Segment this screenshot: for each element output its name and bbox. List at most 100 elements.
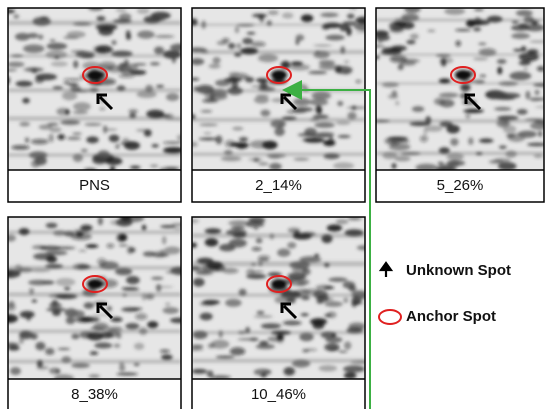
spot xyxy=(535,106,548,108)
spot xyxy=(143,251,156,256)
spot xyxy=(423,127,427,136)
anchor-spot xyxy=(455,70,471,80)
spot xyxy=(82,61,101,69)
spot xyxy=(269,163,282,170)
spot xyxy=(58,134,65,140)
spot xyxy=(212,57,220,64)
spot xyxy=(252,247,262,251)
spot xyxy=(98,217,103,226)
spot xyxy=(259,341,268,346)
gel-panel: PNS xyxy=(1,5,188,202)
spot xyxy=(335,66,353,74)
spot xyxy=(389,143,411,150)
spot xyxy=(37,366,49,370)
spot xyxy=(313,45,332,47)
spot xyxy=(137,8,150,14)
spot xyxy=(39,246,61,251)
spot xyxy=(497,67,502,75)
spot xyxy=(229,77,239,82)
spot xyxy=(136,129,152,132)
spot xyxy=(344,372,356,379)
anchor-spot xyxy=(87,70,103,80)
spot xyxy=(517,109,528,115)
spot xyxy=(151,12,171,20)
panel-label: 5_26% xyxy=(437,177,484,194)
spot xyxy=(46,256,57,263)
spot xyxy=(288,228,300,234)
spot xyxy=(151,277,163,280)
spot xyxy=(46,251,68,256)
spot xyxy=(142,225,147,231)
spot xyxy=(31,139,49,145)
spot xyxy=(196,271,211,273)
spot xyxy=(242,38,253,45)
spot xyxy=(25,137,29,143)
spot xyxy=(0,269,21,278)
spot xyxy=(356,80,362,83)
spot xyxy=(10,367,21,375)
spot xyxy=(254,96,269,103)
spot xyxy=(473,57,488,60)
spot xyxy=(374,56,379,59)
spot xyxy=(339,350,348,352)
spot xyxy=(71,334,79,340)
spot xyxy=(47,123,58,125)
spot xyxy=(343,365,365,372)
spot xyxy=(45,348,55,355)
spot xyxy=(516,10,533,16)
spot xyxy=(187,266,201,270)
streak xyxy=(8,292,181,296)
streak xyxy=(376,152,544,156)
spot xyxy=(236,144,246,150)
panel-label: 2_14% xyxy=(255,177,302,194)
spot xyxy=(302,350,309,352)
spot xyxy=(260,373,266,378)
spot xyxy=(338,135,351,138)
spot xyxy=(155,286,174,288)
streak xyxy=(192,359,365,363)
spot xyxy=(40,16,48,19)
spot xyxy=(439,93,459,98)
spot xyxy=(509,72,531,81)
spot xyxy=(130,70,147,75)
spot xyxy=(80,317,92,321)
spot xyxy=(60,120,80,125)
streak xyxy=(8,21,181,26)
spot xyxy=(320,13,338,17)
spot xyxy=(530,97,541,101)
anchor-spot xyxy=(271,279,287,289)
spot xyxy=(463,109,483,113)
spot xyxy=(154,46,164,54)
spot xyxy=(86,244,99,248)
spot xyxy=(81,149,88,152)
spot xyxy=(107,306,112,311)
gel-panel: 5_26% xyxy=(367,5,548,202)
spot xyxy=(530,122,548,130)
spot xyxy=(133,63,146,65)
spot xyxy=(70,310,85,317)
spot xyxy=(392,90,398,96)
spot xyxy=(399,140,410,143)
legend-label: Anchor Spot xyxy=(406,308,496,325)
spot xyxy=(49,127,61,132)
streak xyxy=(192,118,365,122)
spot xyxy=(13,14,19,18)
spot xyxy=(73,60,78,68)
streak xyxy=(192,261,365,266)
spot xyxy=(119,74,135,78)
spot xyxy=(302,268,311,275)
spot xyxy=(119,244,128,246)
spot xyxy=(308,71,327,74)
spot xyxy=(166,167,181,169)
spot xyxy=(209,64,221,69)
legend-arrow-icon xyxy=(381,263,391,277)
spot xyxy=(293,98,310,106)
spot xyxy=(73,111,88,114)
spot xyxy=(121,287,138,289)
spot xyxy=(64,287,71,290)
spot xyxy=(115,144,119,149)
spot xyxy=(58,348,71,350)
spot xyxy=(63,81,69,84)
spot xyxy=(89,374,101,378)
